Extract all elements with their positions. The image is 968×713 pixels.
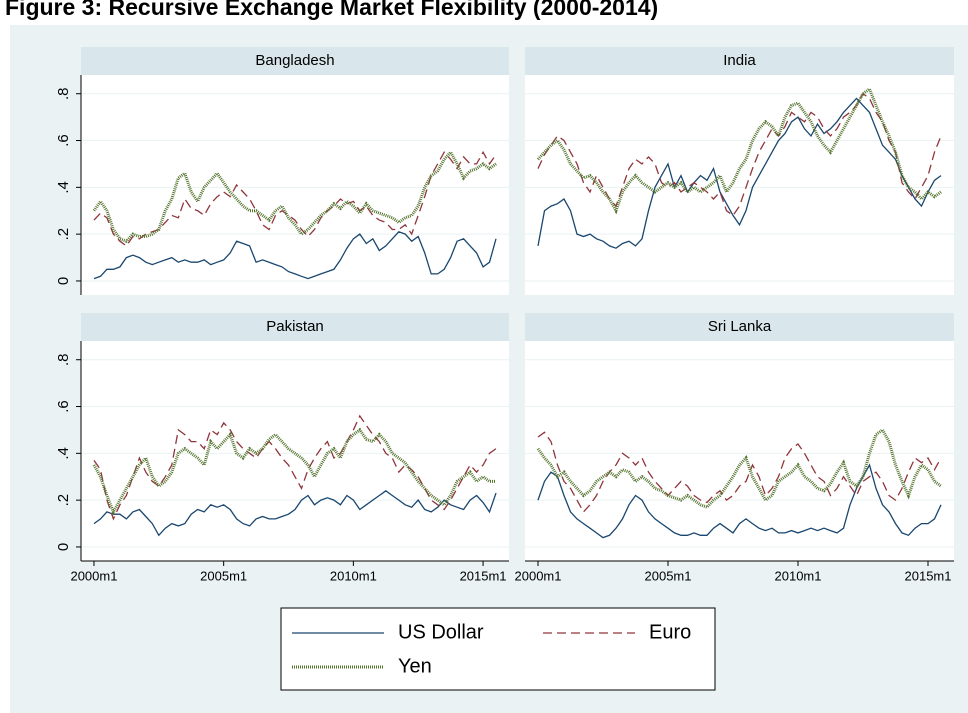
plot-area bbox=[81, 75, 509, 295]
y-tick-label: .4 bbox=[55, 181, 72, 194]
series-line bbox=[93, 414, 497, 521]
x-tick-label: 2000m1 bbox=[70, 568, 117, 583]
y-tick-label: .6 bbox=[55, 134, 72, 147]
x-tick-label: 2010m1 bbox=[330, 568, 377, 583]
series-line bbox=[536, 86, 942, 215]
strip bbox=[525, 47, 954, 75]
plot-area bbox=[81, 341, 509, 561]
y-tick-label: .2 bbox=[55, 228, 72, 241]
series-line bbox=[93, 150, 497, 247]
y-tick-label: 0 bbox=[55, 277, 72, 285]
series-line bbox=[537, 463, 942, 539]
x-tick-label: 2000m1 bbox=[515, 568, 562, 583]
y-tick-label: 0 bbox=[55, 543, 72, 551]
legend-label: Yen bbox=[398, 655, 432, 677]
strip bbox=[81, 313, 509, 341]
figure-title: Figure 3: Recursive Exchange Market Flex… bbox=[5, 0, 658, 20]
panel-title: Sri Lanka bbox=[708, 318, 772, 335]
x-tick-label: 2015m1 bbox=[905, 568, 952, 583]
y-tick-label: .8 bbox=[55, 87, 72, 100]
x-tick-label: 2005m1 bbox=[645, 568, 692, 583]
panel-title: India bbox=[723, 52, 756, 69]
series-line bbox=[92, 149, 497, 243]
series-line bbox=[537, 97, 942, 249]
series-line bbox=[93, 489, 497, 537]
x-tick-label: 2005m1 bbox=[200, 568, 247, 583]
legend bbox=[280, 607, 716, 691]
strip bbox=[525, 313, 954, 341]
legend-label: Euro bbox=[649, 621, 691, 643]
panel-title: Pakistan bbox=[266, 318, 324, 335]
strip bbox=[81, 47, 509, 75]
series-line bbox=[93, 231, 497, 280]
x-tick-label: 2015m1 bbox=[460, 568, 507, 583]
y-tick-label: .4 bbox=[55, 447, 72, 460]
series-line bbox=[537, 431, 942, 514]
panel-title: Bangladesh bbox=[255, 52, 334, 69]
series-line bbox=[92, 427, 496, 516]
legend-label: US Dollar bbox=[398, 621, 484, 643]
series-line bbox=[536, 427, 942, 509]
y-tick-label: .2 bbox=[55, 494, 72, 507]
y-tick-label: .6 bbox=[55, 400, 72, 413]
x-tick-label: 2010m1 bbox=[775, 568, 822, 583]
y-tick-label: .8 bbox=[55, 353, 72, 366]
plot-area bbox=[525, 75, 954, 295]
